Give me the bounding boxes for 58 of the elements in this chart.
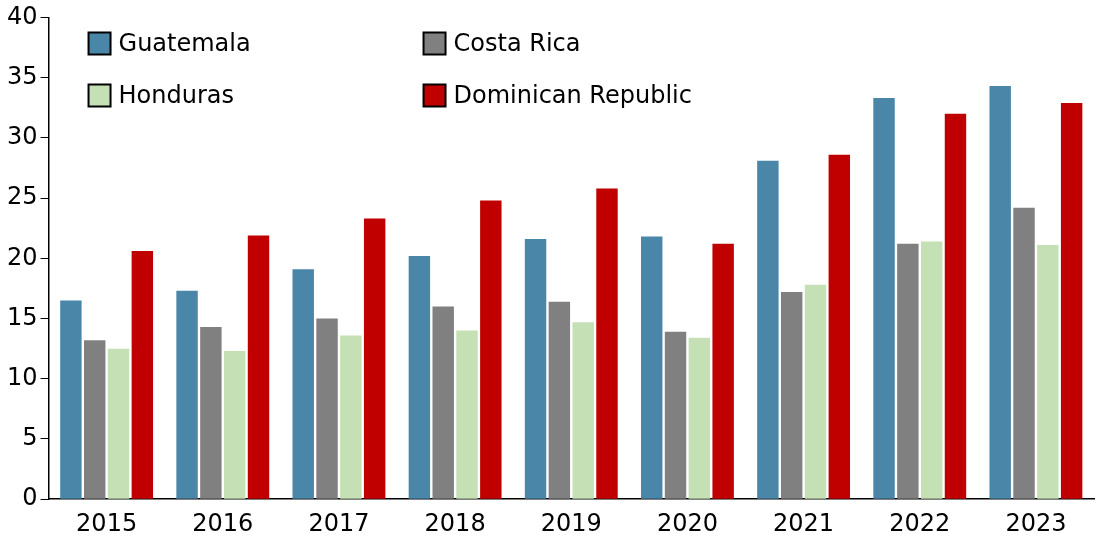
bar bbox=[873, 98, 895, 499]
y-tick-label: 5 bbox=[22, 423, 38, 452]
legend-label: Costa Rica bbox=[453, 28, 581, 57]
bar bbox=[596, 188, 618, 499]
bar bbox=[780, 292, 803, 499]
bar bbox=[804, 284, 827, 499]
y-tick-label: 15 bbox=[6, 302, 38, 331]
bar bbox=[340, 335, 362, 499]
bar bbox=[989, 86, 1011, 499]
bar bbox=[60, 300, 82, 499]
bar bbox=[131, 251, 154, 499]
bar bbox=[688, 337, 711, 499]
y-tick-label: 0 bbox=[22, 483, 38, 512]
bar bbox=[828, 154, 851, 499]
legend-label: Honduras bbox=[118, 80, 235, 109]
x-tick-label: 2018 bbox=[424, 508, 486, 537]
bar bbox=[292, 269, 314, 499]
bar bbox=[223, 351, 246, 499]
bar bbox=[897, 243, 919, 499]
x-tick-label: 2019 bbox=[540, 508, 602, 537]
bar bbox=[1037, 245, 1059, 499]
bar bbox=[432, 306, 454, 499]
bar bbox=[1013, 207, 1035, 499]
y-tick-label: 35 bbox=[6, 61, 38, 90]
y-tick-label: 30 bbox=[6, 122, 38, 151]
bar bbox=[712, 243, 734, 499]
bar bbox=[200, 326, 222, 499]
y-tick-label: 40 bbox=[6, 1, 38, 30]
x-tick-label: 2021 bbox=[773, 508, 835, 537]
bar bbox=[247, 235, 270, 499]
x-tick-label: 2022 bbox=[889, 508, 951, 537]
legend-label: Dominican Republic bbox=[453, 80, 692, 109]
x-tick-label: 2017 bbox=[308, 508, 370, 537]
bar bbox=[757, 160, 779, 499]
x-tick-label: 2023 bbox=[1005, 508, 1067, 537]
bar bbox=[176, 290, 198, 499]
bar bbox=[548, 301, 571, 499]
x-tick-label: 2020 bbox=[656, 508, 718, 537]
x-tick-label: 2016 bbox=[192, 508, 254, 537]
bar bbox=[408, 255, 431, 499]
bar bbox=[524, 239, 547, 499]
bar bbox=[572, 322, 594, 499]
bar bbox=[456, 330, 478, 499]
y-tick-label: 10 bbox=[6, 362, 38, 391]
legend-label: Guatemala bbox=[118, 28, 251, 57]
y-tick-label: 25 bbox=[6, 182, 38, 211]
bar bbox=[480, 200, 502, 499]
bar bbox=[1060, 102, 1083, 499]
bar bbox=[107, 348, 130, 499]
bar bbox=[944, 113, 967, 499]
bar bbox=[363, 218, 386, 499]
bar bbox=[316, 318, 338, 499]
bar bbox=[664, 331, 687, 499]
y-tick-label: 20 bbox=[6, 242, 38, 271]
bar bbox=[641, 236, 663, 499]
bar bbox=[920, 241, 943, 499]
x-tick-label: 2015 bbox=[76, 508, 138, 537]
bar bbox=[84, 340, 106, 499]
